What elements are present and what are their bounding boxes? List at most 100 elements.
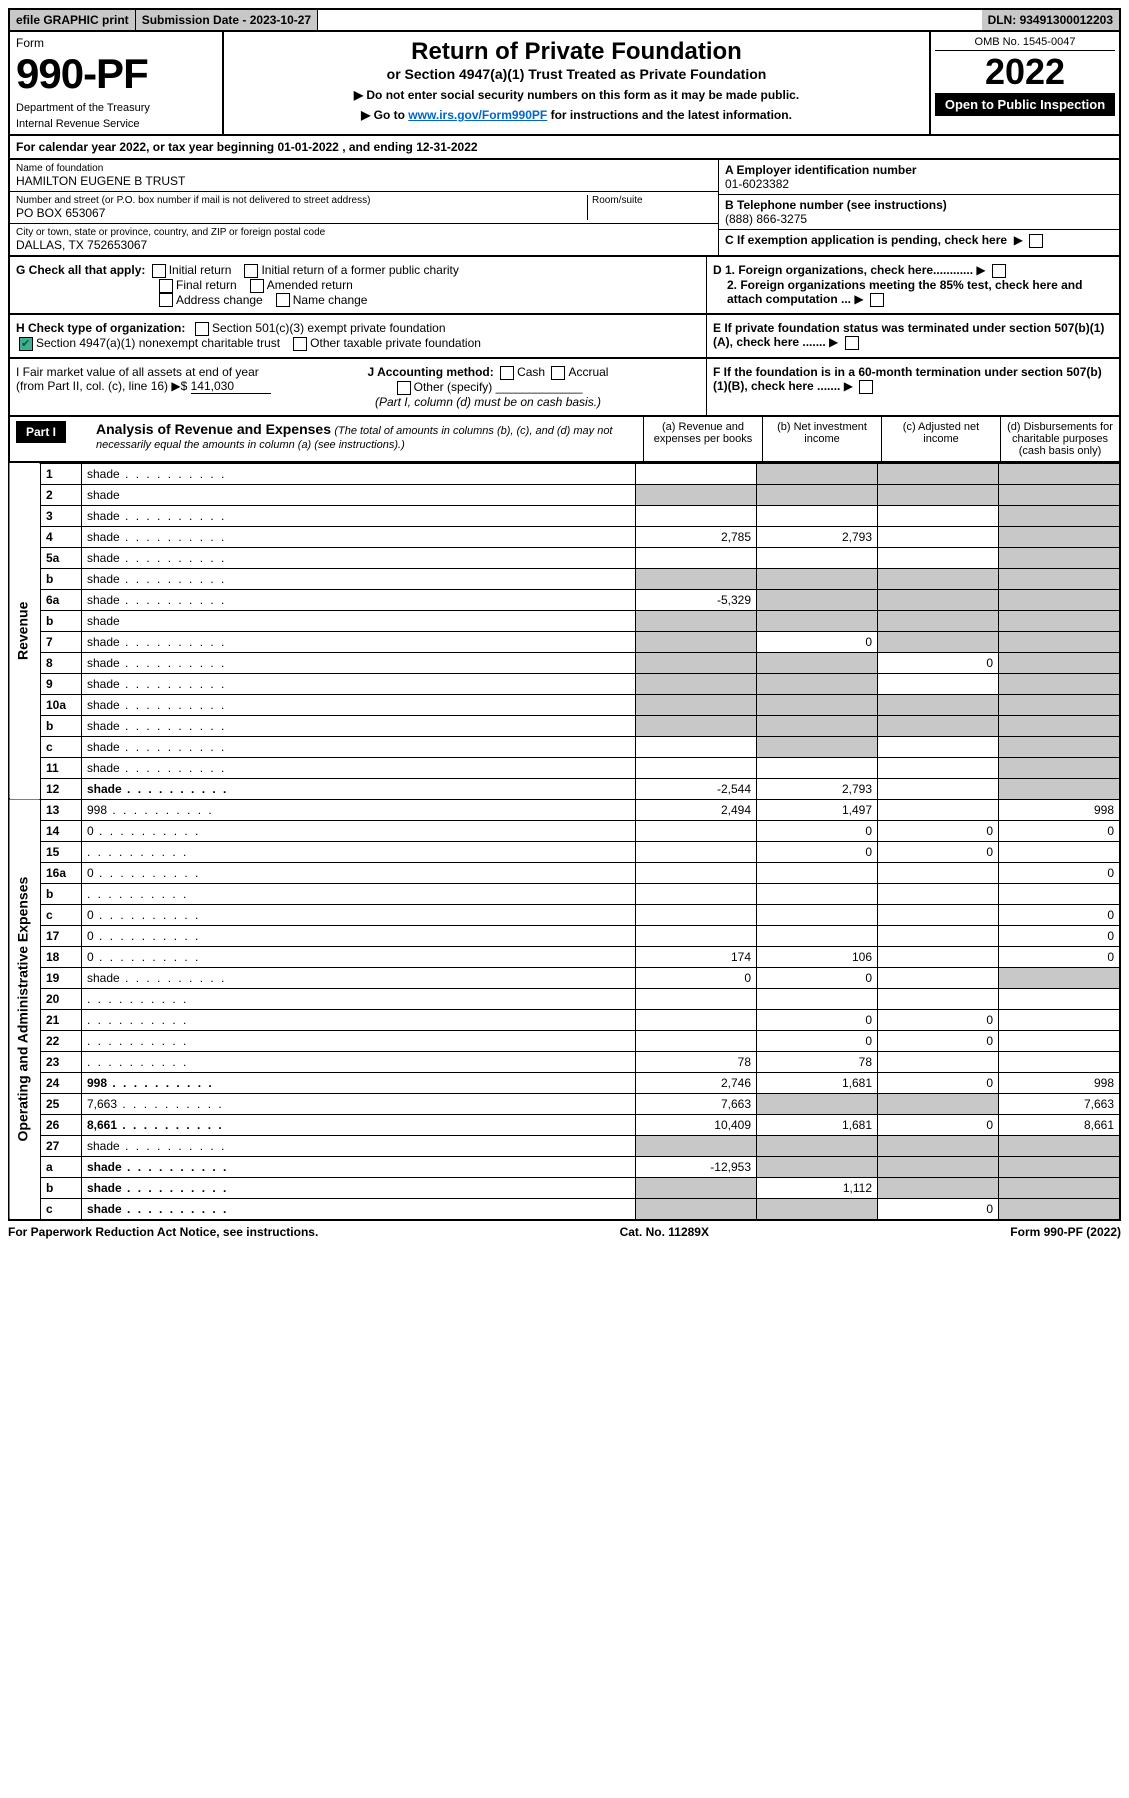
line-description: 0 <box>82 904 636 925</box>
line-description: shade <box>82 1156 636 1177</box>
checkbox-other-tax[interactable] <box>293 337 307 351</box>
line-description: shade <box>82 652 636 673</box>
amount-cell: 0 <box>878 841 999 862</box>
line-number: 7 <box>41 631 82 652</box>
amount-cell: 0 <box>757 967 878 988</box>
amount-cell <box>878 610 999 631</box>
section-ij-row: I Fair market value of all assets at end… <box>8 359 1121 417</box>
e-label: E If private foundation status was termi… <box>713 321 1104 349</box>
irs-link[interactable]: www.irs.gov/Form990PF <box>408 108 547 122</box>
line-description <box>82 1030 636 1051</box>
checkbox-address[interactable] <box>159 293 173 307</box>
amount-cell: 0 <box>999 925 1121 946</box>
checkbox-initial[interactable] <box>152 264 166 278</box>
amount-cell <box>636 757 757 778</box>
amount-cell: 0 <box>757 1009 878 1030</box>
table-row: 12shade-2,5442,793 <box>9 778 1120 799</box>
d2-label: 2. Foreign organizations meeting the 85%… <box>727 278 1082 306</box>
checkbox-name[interactable] <box>276 293 290 307</box>
amount-cell <box>878 547 999 568</box>
amount-cell <box>757 883 878 904</box>
amount-cell: 998 <box>999 1072 1121 1093</box>
line-number: a <box>41 1156 82 1177</box>
checkbox-initial-public[interactable] <box>244 264 258 278</box>
j-label: J Accounting method: <box>368 365 494 379</box>
checkbox-501c3[interactable] <box>195 322 209 336</box>
amount-cell <box>878 757 999 778</box>
checkbox-other-acct[interactable] <box>397 381 411 395</box>
amount-cell <box>878 1135 999 1156</box>
amount-cell <box>999 988 1121 1009</box>
checkbox-e[interactable] <box>845 336 859 350</box>
section-g-row: G Check all that apply: Initial return I… <box>8 257 1121 315</box>
amount-cell <box>757 1135 878 1156</box>
part1-badge: Part I <box>16 421 66 443</box>
amount-cell <box>757 673 878 694</box>
amount-cell: 8,661 <box>999 1114 1121 1135</box>
cat-no: Cat. No. 11289X <box>620 1225 709 1239</box>
line-description: shade <box>82 967 636 988</box>
checkbox-accrual[interactable] <box>551 366 565 380</box>
amount-cell: 106 <box>757 946 878 967</box>
amount-cell <box>636 484 757 505</box>
top-bar: efile GRAPHIC print Submission Date - 20… <box>8 8 1121 32</box>
line-description <box>82 1051 636 1072</box>
checkbox-d2[interactable] <box>870 293 884 307</box>
amount-cell <box>878 1051 999 1072</box>
end-date: 12-31-2022 <box>416 140 477 154</box>
line-number: b <box>41 715 82 736</box>
checkbox-final[interactable] <box>159 279 173 293</box>
amount-cell <box>999 484 1121 505</box>
amount-cell <box>878 904 999 925</box>
line-number: 10a <box>41 694 82 715</box>
amount-cell: 174 <box>636 946 757 967</box>
amount-cell <box>878 505 999 526</box>
amount-cell <box>999 694 1121 715</box>
line-number: b <box>41 568 82 589</box>
line-number: 11 <box>41 757 82 778</box>
amount-cell <box>636 547 757 568</box>
checkbox-f[interactable] <box>859 380 873 394</box>
table-row: 9shade <box>9 673 1120 694</box>
checkbox-d1[interactable] <box>992 264 1006 278</box>
amount-cell <box>636 1198 757 1220</box>
irs-label: Internal Revenue Service <box>16 118 216 130</box>
table-row: bshade <box>9 715 1120 736</box>
amount-cell <box>636 715 757 736</box>
line-description: shade <box>82 1135 636 1156</box>
checkbox-4947[interactable] <box>19 337 33 351</box>
amount-cell <box>636 736 757 757</box>
amount-cell <box>757 505 878 526</box>
checkbox-amended[interactable] <box>250 279 264 293</box>
amount-cell <box>999 547 1121 568</box>
amount-cell: 1,112 <box>757 1177 878 1198</box>
table-row: 1700 <box>9 925 1120 946</box>
amount-cell: 7,663 <box>999 1093 1121 1114</box>
amount-cell <box>878 862 999 883</box>
col-c-head: (c) Adjusted net income <box>881 417 1000 461</box>
ssn-warning: ▶ Do not enter social security numbers o… <box>230 88 923 102</box>
checkbox-cash[interactable] <box>500 366 514 380</box>
table-row: bshade <box>9 568 1120 589</box>
amount-cell: 0 <box>636 967 757 988</box>
amount-cell <box>999 505 1121 526</box>
efile-label[interactable]: efile GRAPHIC print <box>10 10 136 30</box>
amount-cell <box>878 589 999 610</box>
table-row: Operating and Administrative Expenses139… <box>9 799 1120 820</box>
exemption-pending: C If exemption application is pending, c… <box>719 230 1119 251</box>
amount-cell <box>999 1177 1121 1198</box>
amount-cell <box>636 862 757 883</box>
amount-cell <box>636 610 757 631</box>
line-description: shade <box>82 736 636 757</box>
table-row: 1801741060 <box>9 946 1120 967</box>
amount-cell <box>878 883 999 904</box>
amount-cell <box>636 883 757 904</box>
amount-cell <box>636 904 757 925</box>
checkbox-c[interactable] <box>1029 234 1043 248</box>
paperwork-notice: For Paperwork Reduction Act Notice, see … <box>8 1225 318 1239</box>
city-cell: City or town, state or province, country… <box>10 224 718 255</box>
amount-cell <box>878 526 999 547</box>
amount-cell <box>999 1156 1121 1177</box>
table-row: 11shade <box>9 757 1120 778</box>
line-number: 15 <box>41 841 82 862</box>
